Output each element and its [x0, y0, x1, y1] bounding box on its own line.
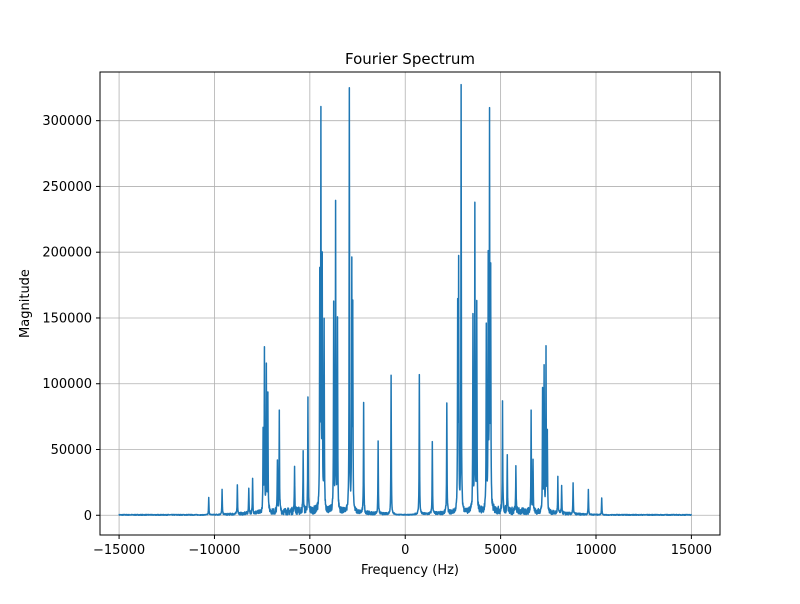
- y-tick-label: 150000: [42, 311, 92, 326]
- x-tick-label: 10000: [575, 543, 616, 558]
- x-tick-label: −10000: [188, 543, 240, 558]
- y-tick-label: 50000: [51, 443, 92, 458]
- x-tick-label: 15000: [671, 543, 712, 558]
- chart-title: Fourier Spectrum: [345, 50, 475, 68]
- ticks-layer: −15000 −10000 −5000 0 5000 10000 1500005000010…: [42, 114, 712, 558]
- series-layer: [118, 83, 693, 517]
- y-tick-label: 300000: [42, 114, 92, 129]
- x-tick-label: −5000: [288, 543, 332, 558]
- spectrum-line: [118, 83, 693, 517]
- y-tick-label: 0: [84, 509, 92, 524]
- y-tick-label: 250000: [42, 180, 92, 195]
- y-axis-label: Magnitude: [18, 269, 33, 338]
- y-tick-label: 100000: [42, 377, 92, 392]
- grid-layer: [100, 72, 720, 535]
- plot-frame: [99, 71, 721, 536]
- x-tick-label: −15000: [93, 543, 145, 558]
- y-tick-label: 200000: [42, 246, 92, 261]
- x-tick-label: 5000: [484, 543, 517, 558]
- x-tick-label: 0: [401, 543, 409, 558]
- x-axis-label: Frequency (Hz): [361, 563, 459, 578]
